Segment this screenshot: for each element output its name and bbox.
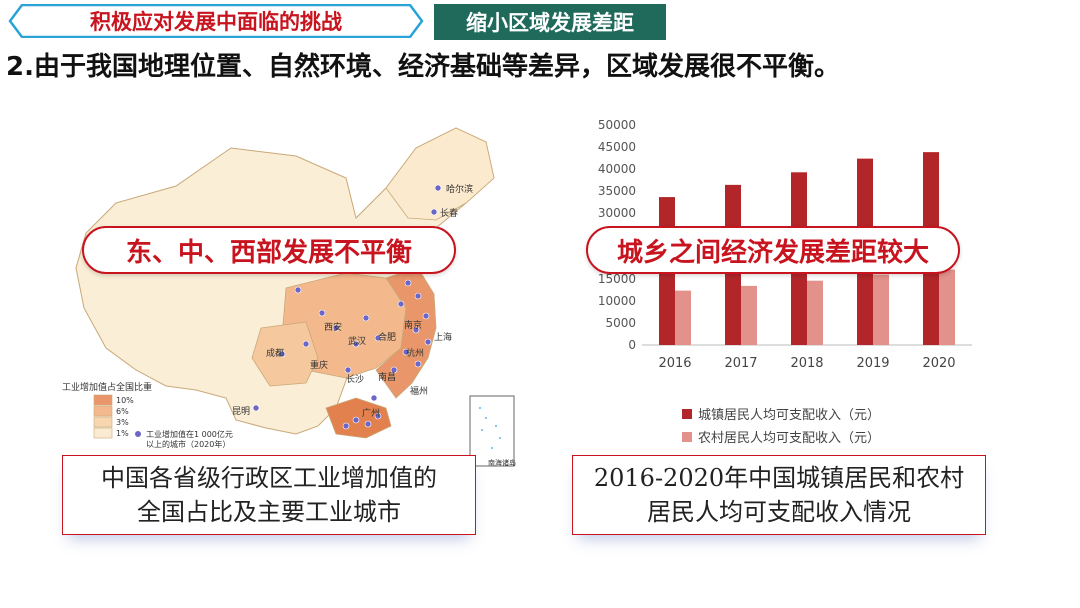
y-tick-label: 50000 — [598, 118, 636, 132]
chart-caption: 2016-2020年中国城镇居民和农村 居民人均可支配收入情况 — [572, 455, 986, 535]
y-tick-label: 10000 — [598, 294, 636, 308]
bar-rural-2017 — [741, 285, 757, 345]
regional-imbalance-pill: 东、中、西部发展不平衡 — [82, 226, 456, 274]
map-east-coast-region — [375, 267, 437, 399]
city-label-xian: 西安 — [324, 323, 343, 333]
legend-city-note-line-2: 以上的城市（2020年） — [146, 440, 231, 449]
city-label-chengdu: 成都 — [266, 349, 285, 359]
map-caption-line-2: 全国占比及主要工业城市 — [137, 498, 401, 526]
city-label-kunming: 昆明 — [232, 407, 251, 417]
legend-level-3: 3% — [116, 418, 129, 427]
legend-city-dot — [135, 431, 141, 437]
inset-label: 南海诸岛 — [488, 459, 516, 467]
legend-level-10: 10% — [116, 396, 134, 405]
x-tick-label: 2019 — [856, 356, 889, 371]
chart-legend-rural: 农村居民人均可支配收入（元） — [682, 427, 880, 446]
china-industry-map: 哈尔滨 长春 西安 成都 重庆 武汉 合肥 南京 上海 杭州 长沙 南昌 福州 … — [56, 108, 518, 468]
chart-legend-urban: 城镇居民人均可支配收入（元） — [682, 404, 880, 423]
city-label-fuzhou: 福州 — [410, 387, 429, 397]
legend-swatch-3 — [93, 416, 113, 428]
y-tick-label: 5000 — [605, 316, 636, 330]
income-chart: 5000045000400003500030000250002000015000… — [560, 112, 1000, 452]
city-label-hangzhou: 杭州 — [406, 349, 425, 359]
chart-legend-rural-swatch — [682, 431, 692, 442]
chart-caption-line-1: 2016-2020年中国城镇居民和农村 — [593, 464, 965, 492]
y-tick-label: 45000 — [598, 140, 636, 154]
city-label-hefei: 合肥 — [378, 333, 397, 343]
legend-level-6: 6% — [116, 407, 129, 416]
map-caption-line-1: 中国各省级行政区工业增加值的 — [101, 464, 437, 492]
topic-tag-label: 积极应对发展中面临的挑战 — [90, 10, 342, 34]
city-label-wuhan: 武汉 — [348, 337, 367, 347]
city-label-changchun: 长春 — [440, 209, 459, 219]
bar-rural-2019 — [873, 274, 889, 345]
y-tick-label: 40000 — [598, 162, 636, 176]
topic-tag-outline — [8, 4, 424, 38]
map-graphic — [75, 127, 515, 467]
legend-swatch-1 — [93, 427, 113, 439]
x-tick-label: 2020 — [922, 356, 955, 371]
y-tick-label: 0 — [628, 338, 636, 352]
chart-legend-rural-label: 农村居民人均可支配收入（元） — [698, 431, 881, 446]
city-label-guangzhou: 广州 — [362, 409, 381, 419]
city-label-harbin: 哈尔滨 — [446, 185, 474, 195]
city-label-chongqing: 重庆 — [310, 361, 329, 371]
map-northeast-region — [385, 127, 495, 221]
legend-city-note-line-1: 工业增加值在1 000亿元 — [146, 430, 233, 439]
legend-title: 工业增加值占全国比重 — [62, 383, 153, 393]
chart-legend-urban-swatch — [682, 408, 692, 419]
bar-rural-2018 — [807, 280, 823, 345]
urban-rural-gap-pill: 城乡之间经济发展差距较大 — [586, 226, 960, 274]
legend-city-note: 工业增加值在1 000亿元 以上的城市（2020年） — [146, 430, 266, 450]
x-tick-label: 2018 — [790, 356, 823, 371]
city-label-nanchang: 南昌 — [378, 373, 397, 383]
map-caption: 中国各省级行政区工业增加值的 全国占比及主要工业城市 — [62, 455, 476, 535]
legend-swatch-10 — [93, 394, 113, 406]
city-label-nanjing: 南京 — [404, 321, 423, 331]
chart-caption-line-2: 居民人均可支配收入情况 — [646, 498, 911, 526]
topic-tag: 积极应对发展中面临的挑战 — [8, 4, 424, 38]
y-tick-label: 30000 — [598, 206, 636, 220]
city-label-changsha: 长沙 — [346, 375, 365, 385]
main-statement: 2.由于我国地理位置、自然环境、经济基础等差异，区域发展很不平衡。 — [6, 52, 840, 82]
y-tick-label: 35000 — [598, 184, 636, 198]
legend-swatch-6 — [93, 405, 113, 417]
bar-rural-2020 — [939, 269, 955, 345]
x-tick-label: 2016 — [658, 356, 691, 371]
y-tick-label: 15000 — [598, 272, 636, 286]
map-inset-frame — [469, 395, 515, 467]
subtopic-tag: 缩小区域发展差距 — [434, 4, 666, 40]
legend-level-1: 1% — [116, 429, 129, 438]
bar-rural-2016 — [675, 290, 691, 345]
city-label-shanghai: 上海 — [434, 333, 453, 343]
chart-legend-urban-label: 城镇居民人均可支配收入（元） — [698, 408, 881, 423]
x-tick-label: 2017 — [724, 356, 757, 371]
